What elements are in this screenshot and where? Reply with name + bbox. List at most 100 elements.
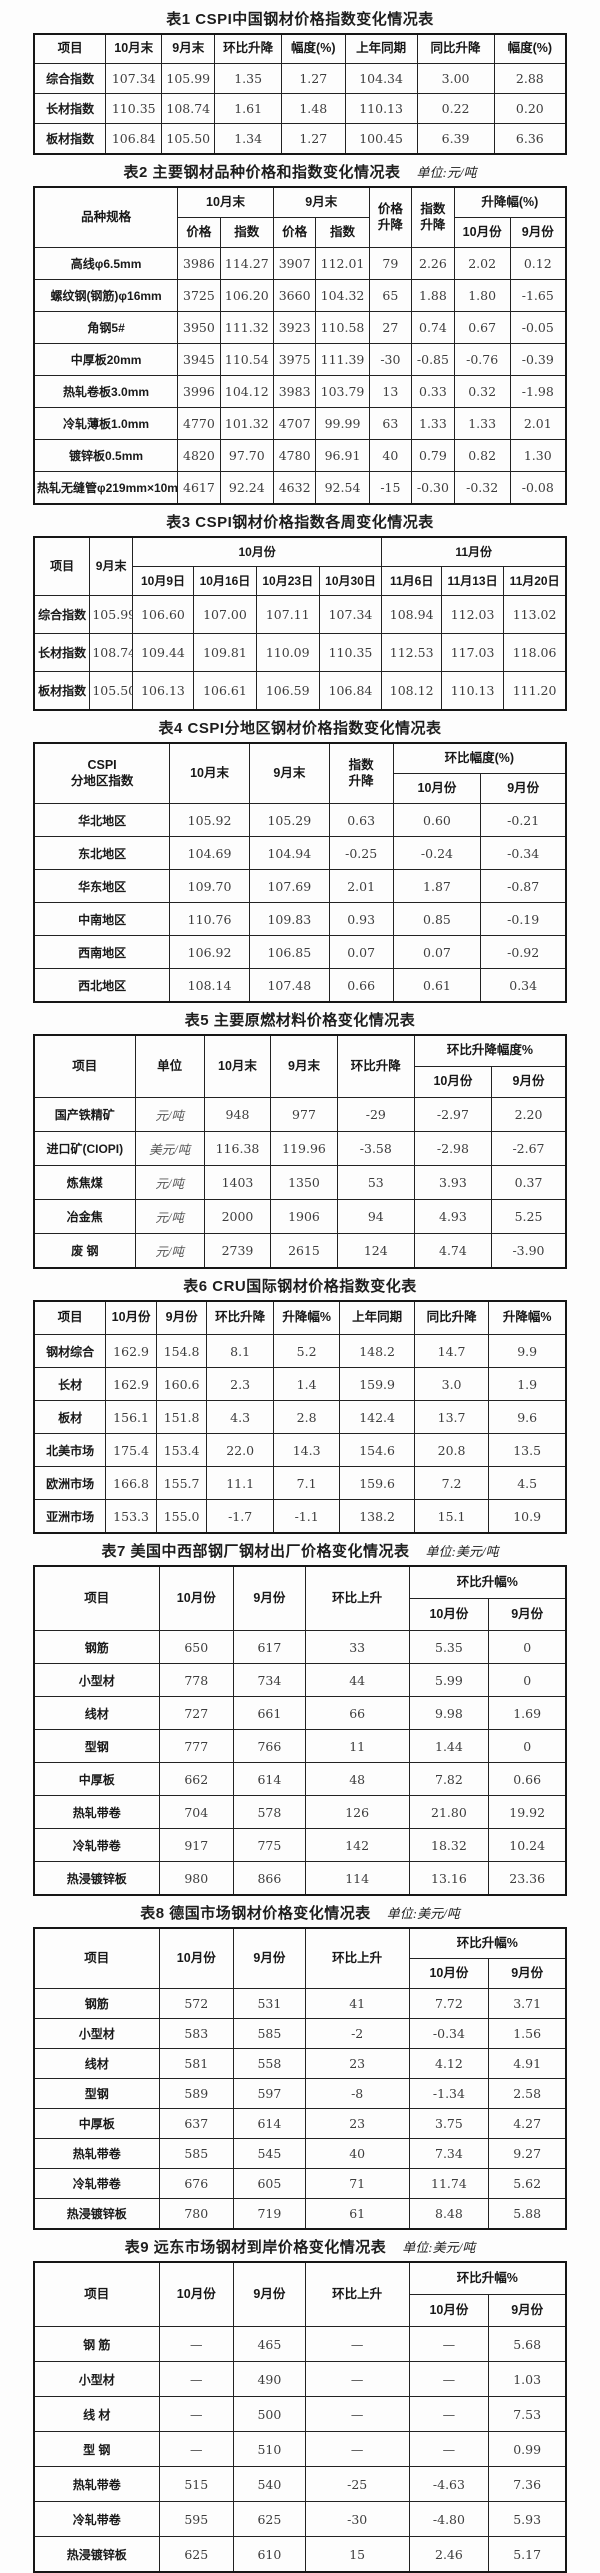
- table-row: 冷轧薄板1.0mm 4770 101.32 4707 99.99 63 1.33 1.33 2.…: [33, 407, 567, 440]
- column-header: 指数: [219, 217, 274, 248]
- table-6-block: 表6 CRU国际钢材价格指数变化表 项目 10月份 9月份 环比升降 升降幅% 上年同期 同比…: [33, 1269, 567, 1534]
- data-cell: 581: [158, 2048, 234, 2079]
- data-cell: -3.90: [490, 1233, 567, 1269]
- data-cell: 3.71: [488, 1988, 567, 2019]
- column-header: 环比上升: [304, 1565, 410, 1631]
- column-header: 环比上升: [304, 1927, 410, 1989]
- data-cell: 15.1: [413, 1499, 490, 1534]
- data-cell: 61: [304, 2198, 410, 2230]
- data-cell: 104.34: [344, 63, 418, 94]
- column-header: 10月份: [105, 1300, 157, 1335]
- data-cell: 23: [304, 2048, 410, 2079]
- data-cell: 531: [232, 1988, 306, 2019]
- header-row: 10月份 9月份: [34, 1066, 567, 1098]
- data-cell: 107.34: [105, 63, 163, 94]
- data-cell: —: [158, 2396, 234, 2432]
- table-row: 钢 筋 —465— —5.68: [33, 2326, 567, 2362]
- data-cell: 0.67: [453, 311, 511, 344]
- data-cell: 105.99: [89, 595, 133, 634]
- data-cell: -2.67: [490, 1131, 567, 1166]
- data-cell: 33: [304, 1630, 410, 1664]
- data-cell: 107.34: [318, 595, 383, 634]
- data-cell: 3923: [272, 311, 317, 344]
- data-table-4: CSPI 分地区指数 10月末 9月末 指数 升降 环比幅度(%) 10月份 9月份 华北地区…: [33, 742, 567, 1003]
- data-cell: 4.5: [488, 1466, 567, 1500]
- data-cell: -0.05: [509, 311, 567, 344]
- data-cell: -0.76: [453, 343, 511, 376]
- column-header: 环比升降: [206, 1300, 274, 1335]
- data-cell: 107.48: [248, 968, 330, 1003]
- column-header: 同比升降: [413, 1300, 490, 1335]
- data-cell: -4.80: [408, 2501, 490, 2537]
- data-cell: 23: [304, 2108, 410, 2139]
- data-cell: -0.34: [408, 2018, 490, 2049]
- data-cell: 3.93: [413, 1165, 492, 1200]
- data-table-5: 项目 单位 10月末 9月末 环比升降 环比升降幅度% 10月份 9月份 国产铁精矿 元/吨 948…: [33, 1034, 567, 1269]
- data-cell: 153.4: [155, 1433, 208, 1467]
- data-cell: 9.9: [488, 1334, 567, 1368]
- column-header: 10月份: [413, 1066, 492, 1098]
- column-header: 上年同期: [339, 1300, 415, 1335]
- row-label: 东北地区: [33, 836, 171, 870]
- data-cell: 14.7: [413, 1334, 490, 1368]
- column-header: 9月份: [480, 773, 567, 804]
- data-cell: 585: [158, 2138, 234, 2169]
- data-cell: —: [158, 2361, 234, 2397]
- row-label: 板材: [33, 1400, 107, 1434]
- column-header: 指数 升降: [328, 742, 394, 804]
- data-cell: 106.85: [248, 935, 330, 969]
- row-label: 热轧带卷: [33, 1795, 160, 1829]
- table-unit-label: 单位:元/吨: [416, 165, 477, 180]
- data-cell: 0.66: [328, 968, 394, 1003]
- data-cell: 1350: [270, 1165, 338, 1200]
- column-header: 9月末: [89, 536, 133, 596]
- row-label: 钢筋: [33, 1988, 160, 2019]
- data-cell: 11: [304, 1729, 410, 1763]
- data-cell: 1.48: [280, 93, 346, 124]
- table-row: 小型材 583 585 -2 -0.34 1.56: [33, 2018, 567, 2049]
- data-cell: 558: [232, 2048, 306, 2079]
- table-unit-label: 单位:美元/吨: [386, 1906, 460, 1921]
- table-title-row: 表4 CSPI分地区钢材价格指数变化情况表: [33, 711, 567, 742]
- data-cell: -30: [368, 343, 413, 376]
- data-cell: 100.45: [344, 123, 418, 155]
- column-header: 10月份: [158, 1927, 234, 1989]
- table-row: 综合指数 107.34 105.99 1.35 1.27 104.34 3.00 2.88: [33, 63, 567, 94]
- table-row: 热轧带卷 585 545 40 7.34 9.27: [33, 2138, 567, 2169]
- data-cell: -1.7: [206, 1499, 274, 1534]
- table-row: 长材指数 110.35 108.74 1.61 1.48 110.13 0.22 0.20: [33, 93, 567, 124]
- data-cell: 119.96: [270, 1131, 338, 1166]
- data-cell: 515: [158, 2466, 234, 2502]
- data-cell: 3945: [177, 343, 221, 376]
- data-cell: —: [158, 2431, 234, 2467]
- data-cell: 614: [232, 1762, 306, 1796]
- table-4-block: 表4 CSPI分地区钢材价格指数变化情况表 CSPI 分地区指数 10月末 9月末 指数…: [33, 711, 567, 1003]
- data-cell: 118.06: [503, 633, 567, 672]
- header-row: CSPI 分地区指数 10月末 9月末 指数 升降 环比幅度(%): [33, 742, 567, 804]
- data-cell: 105.50: [161, 123, 216, 155]
- row-label: 热轧带卷: [33, 2138, 160, 2169]
- data-cell: 154.8: [155, 1334, 208, 1368]
- column-header: 10月末: [169, 742, 250, 804]
- row-label: 镀锌板0.5mm: [33, 439, 179, 472]
- table-row: 冶金焦 元/吨 2000 1906 94 4.93 5.25: [33, 1199, 567, 1234]
- data-cell: 704: [158, 1795, 234, 1829]
- data-cell: 44: [304, 1663, 410, 1697]
- header-row: 项目 10月份 9月份 环比上升 环比升幅%: [33, 2261, 567, 2327]
- header-row: 10月份 9月份: [34, 773, 567, 804]
- data-cell: 2.01: [509, 407, 567, 440]
- data-cell: 10.24: [488, 1828, 567, 1862]
- data-cell: -1.34: [408, 2078, 490, 2109]
- data-cell: 142: [304, 1828, 410, 1862]
- data-cell: 155.7: [155, 1466, 208, 1500]
- data-cell: 4632: [272, 471, 317, 505]
- column-header: 幅度(%): [493, 33, 567, 64]
- data-table-1: 项目 10月末 9月末 环比升降 幅度(%) 上年同期 同比升降 幅度(%) 综合指数 107.3…: [33, 33, 567, 155]
- table-row: 华北地区 105.92 105.29 0.63 0.60 -0.21: [33, 803, 567, 837]
- table-7-block: 表7 美国中西部钢厂钢材出厂价格变化情况表 单位:美元/吨 项目 10月份 9月份 环比上…: [33, 1534, 567, 1896]
- data-cell: -0.19: [480, 902, 567, 936]
- table-row: 小型材 778 734 44 5.99 0: [33, 1663, 567, 1697]
- data-cell: 99.99: [315, 407, 370, 440]
- data-cell: 8.48: [408, 2198, 490, 2230]
